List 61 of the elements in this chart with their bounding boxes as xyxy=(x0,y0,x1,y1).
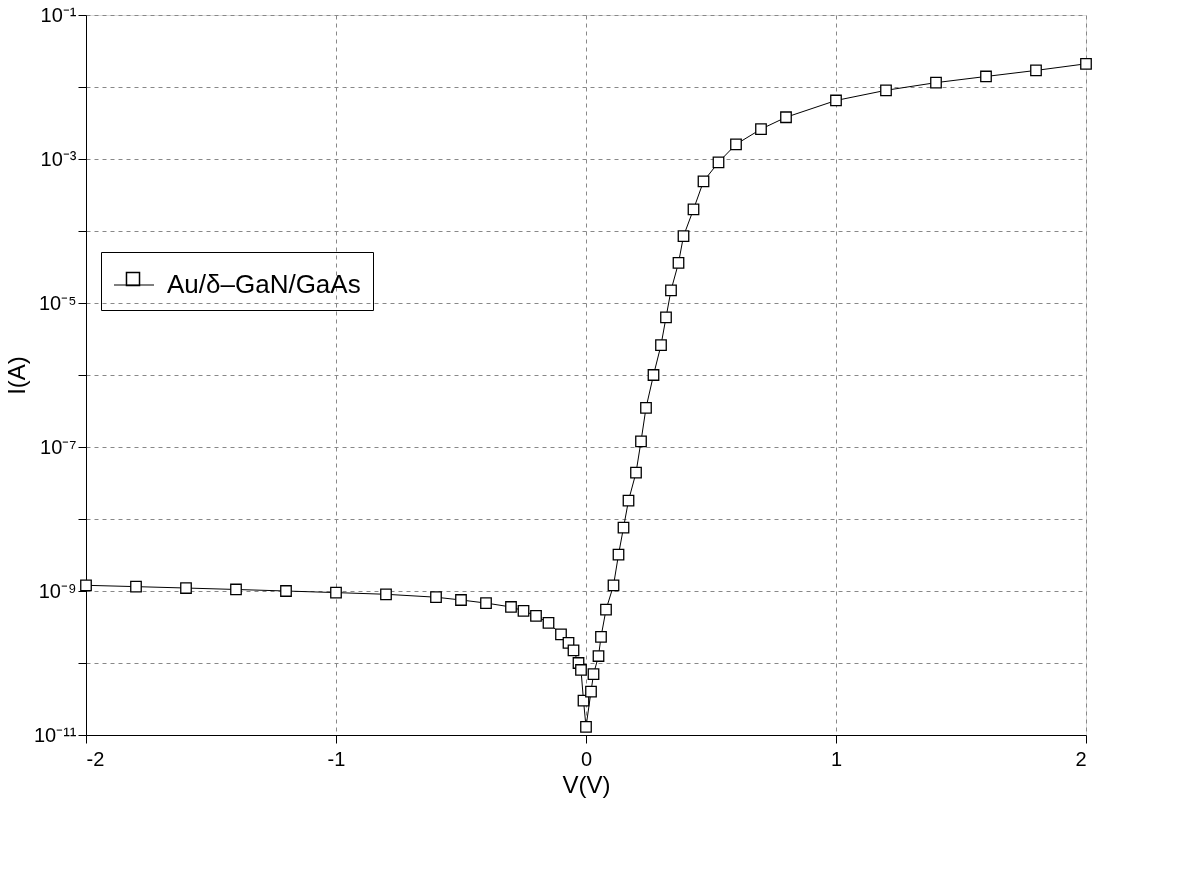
y-tick-label: 10⁻³ xyxy=(40,147,77,170)
point xyxy=(585,685,597,698)
point xyxy=(530,610,542,622)
point xyxy=(580,720,592,733)
point xyxy=(930,76,942,89)
y-tick-label: 10⁻⁷ xyxy=(40,435,77,458)
point xyxy=(180,582,192,594)
point xyxy=(665,284,677,297)
point xyxy=(687,203,700,216)
point xyxy=(635,435,647,448)
point xyxy=(880,84,892,97)
point xyxy=(612,548,625,561)
point xyxy=(730,138,742,151)
point xyxy=(980,70,992,83)
x-tick-label: 0 xyxy=(580,747,593,770)
point xyxy=(595,631,607,643)
point xyxy=(575,664,587,676)
point xyxy=(567,644,580,657)
point xyxy=(672,257,685,269)
point xyxy=(660,311,672,324)
point xyxy=(697,175,710,188)
point xyxy=(330,586,342,599)
point xyxy=(587,668,600,681)
point xyxy=(380,588,392,601)
point xyxy=(755,123,767,136)
point xyxy=(1030,64,1042,77)
point xyxy=(830,94,842,107)
point xyxy=(630,466,642,479)
x-tick-label: -2 xyxy=(86,747,105,770)
point xyxy=(712,156,725,169)
y-tick-label: 10⁻¹¹ xyxy=(33,723,77,746)
point xyxy=(647,369,660,381)
point xyxy=(780,111,792,124)
point xyxy=(430,591,442,604)
point xyxy=(640,401,652,414)
point xyxy=(280,585,292,597)
point xyxy=(80,579,92,592)
point xyxy=(607,579,620,592)
point xyxy=(555,628,567,641)
x-tick-label: 1 xyxy=(830,747,843,770)
point xyxy=(592,650,605,662)
y-tick-label: 10⁻¹ xyxy=(40,3,77,26)
y-tick-label: 10⁻⁵ xyxy=(38,291,77,314)
x-axis-title: V(V) xyxy=(562,770,611,798)
point xyxy=(230,583,242,596)
point xyxy=(1080,57,1092,70)
x-tick-label: 2 xyxy=(1075,747,1087,770)
point xyxy=(600,603,612,616)
point xyxy=(480,597,492,609)
x-tick-label: -1 xyxy=(327,747,346,770)
legend-label: Au/δ–GaN/GaAs xyxy=(167,269,361,299)
point xyxy=(130,580,142,593)
point xyxy=(455,594,467,606)
y-tick-label: 10⁻⁹ xyxy=(38,579,77,602)
point xyxy=(622,494,635,507)
point xyxy=(505,601,517,613)
y-axis-title: I(A) xyxy=(2,356,30,395)
point xyxy=(677,230,690,242)
point xyxy=(517,604,530,617)
point xyxy=(542,617,555,629)
point xyxy=(655,339,667,352)
